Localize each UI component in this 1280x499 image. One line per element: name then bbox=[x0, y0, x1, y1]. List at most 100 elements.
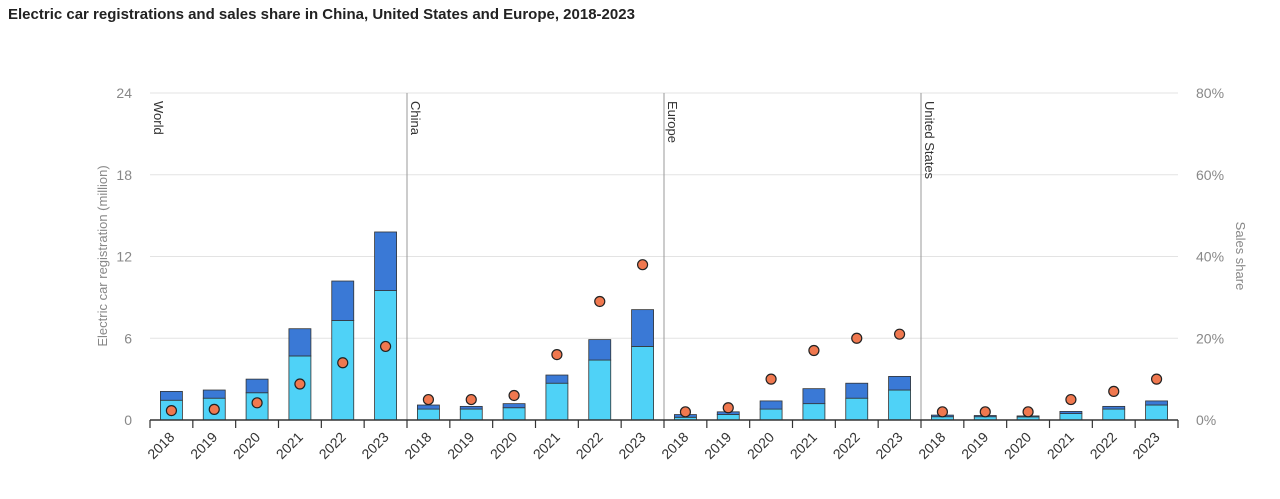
share-point bbox=[722, 402, 734, 414]
share-point bbox=[337, 357, 349, 369]
y-tick-label: 12 bbox=[116, 249, 132, 265]
y-axis-label: Electric car registration (million) bbox=[95, 165, 110, 346]
share-point bbox=[165, 404, 178, 417]
x-tick-label: 2019 bbox=[958, 429, 991, 462]
share-point bbox=[851, 332, 863, 344]
panel-label: China bbox=[408, 101, 423, 136]
bar-phev bbox=[417, 404, 440, 410]
bar-phev bbox=[202, 389, 226, 399]
share-point bbox=[636, 259, 649, 271]
x-tick-label: 2023 bbox=[358, 429, 391, 462]
x-tick-label: 2018 bbox=[915, 429, 948, 462]
x-tick-label: 2018 bbox=[658, 429, 691, 462]
bar-phev bbox=[845, 382, 869, 399]
bar-phev bbox=[888, 375, 911, 391]
bar-phev bbox=[331, 280, 355, 321]
bar-phev bbox=[245, 378, 269, 394]
x-tick-label: 2018 bbox=[401, 429, 434, 462]
y2-tick-label: 40% bbox=[1196, 249, 1224, 265]
bar-phev bbox=[374, 231, 397, 291]
bar-bev bbox=[417, 408, 440, 421]
x-tick-label: 2020 bbox=[744, 429, 777, 462]
share-point bbox=[465, 393, 477, 406]
bar-bev bbox=[545, 382, 569, 421]
bar-bev bbox=[588, 359, 612, 421]
x-tick-label: 2021 bbox=[530, 429, 563, 462]
bar-bev bbox=[331, 320, 355, 421]
share-point bbox=[508, 389, 520, 402]
y-tick-label: 18 bbox=[116, 167, 132, 183]
x-tick-label: 2023 bbox=[615, 429, 648, 462]
bar-bev bbox=[1059, 413, 1083, 421]
panel-label: United States bbox=[922, 101, 937, 180]
bar-bev bbox=[845, 397, 869, 421]
y2-tick-label: 0% bbox=[1196, 412, 1216, 428]
x-tick-label: 2021 bbox=[273, 429, 306, 462]
bar-phev bbox=[160, 390, 183, 401]
x-tick-label: 2019 bbox=[701, 429, 734, 462]
x-tick-label: 2021 bbox=[1044, 429, 1077, 462]
bar-phev bbox=[459, 405, 483, 410]
bar-bev bbox=[716, 414, 740, 421]
share-point bbox=[1150, 373, 1163, 385]
x-tick-label: 2023 bbox=[1129, 429, 1162, 462]
x-tick-label: 2019 bbox=[187, 429, 220, 462]
bar-phev bbox=[288, 328, 312, 357]
bar-bev bbox=[631, 346, 654, 421]
panel-label: World bbox=[151, 101, 166, 135]
bar-phev bbox=[1145, 400, 1168, 406]
y-tick-label: 6 bbox=[124, 330, 132, 346]
x-tick-label: 2018 bbox=[144, 429, 177, 462]
bar-phev bbox=[502, 403, 526, 409]
share-point bbox=[979, 406, 991, 418]
share-point bbox=[1065, 393, 1077, 406]
bar-phev bbox=[631, 309, 654, 347]
share-point bbox=[1108, 385, 1120, 397]
y-tick-label: 24 bbox=[116, 85, 132, 101]
share-point bbox=[679, 406, 692, 418]
bar-bev bbox=[502, 407, 526, 421]
bar-phev bbox=[1102, 405, 1126, 410]
y-tick-label: 0 bbox=[124, 412, 132, 428]
bar-phev bbox=[588, 339, 612, 361]
bar-bev bbox=[759, 408, 783, 421]
share-point bbox=[765, 373, 777, 385]
bar-bev bbox=[374, 290, 397, 421]
share-point bbox=[208, 403, 220, 415]
share-point bbox=[594, 295, 606, 308]
x-tick-label: 2021 bbox=[787, 429, 820, 462]
x-tick-label: 2022 bbox=[316, 429, 349, 462]
bar-phev bbox=[1059, 411, 1083, 414]
share-point bbox=[251, 397, 263, 409]
share-point bbox=[808, 344, 820, 357]
x-tick-label: 2022 bbox=[573, 429, 606, 462]
share-point bbox=[379, 340, 392, 353]
y2-tick-label: 20% bbox=[1196, 330, 1224, 346]
bar-bev bbox=[459, 408, 483, 421]
share-point bbox=[422, 393, 435, 406]
x-tick-label: 2022 bbox=[1087, 429, 1120, 462]
y2-tick-label: 80% bbox=[1196, 85, 1224, 101]
x-tick-label: 2022 bbox=[830, 429, 863, 462]
share-point bbox=[294, 378, 306, 390]
x-tick-label: 2020 bbox=[230, 429, 263, 462]
bar-bev bbox=[802, 403, 826, 421]
bar-phev bbox=[759, 400, 783, 410]
panel-label: Europe bbox=[665, 101, 680, 143]
share-point bbox=[893, 328, 906, 340]
bar-phev bbox=[802, 388, 826, 405]
share-point bbox=[936, 406, 949, 418]
share-point bbox=[1022, 406, 1034, 418]
y2-axis-label: Sales share bbox=[1233, 222, 1248, 291]
bar-phev bbox=[545, 374, 569, 384]
x-tick-label: 2023 bbox=[872, 429, 905, 462]
bar-bev bbox=[888, 389, 911, 421]
chart-title: Electric car registrations and sales sha… bbox=[8, 6, 635, 23]
share-point bbox=[551, 349, 563, 361]
x-tick-label: 2020 bbox=[1001, 429, 1034, 462]
bar-bev bbox=[1145, 404, 1168, 421]
x-tick-label: 2020 bbox=[487, 429, 520, 462]
bar-bev bbox=[1102, 408, 1126, 421]
